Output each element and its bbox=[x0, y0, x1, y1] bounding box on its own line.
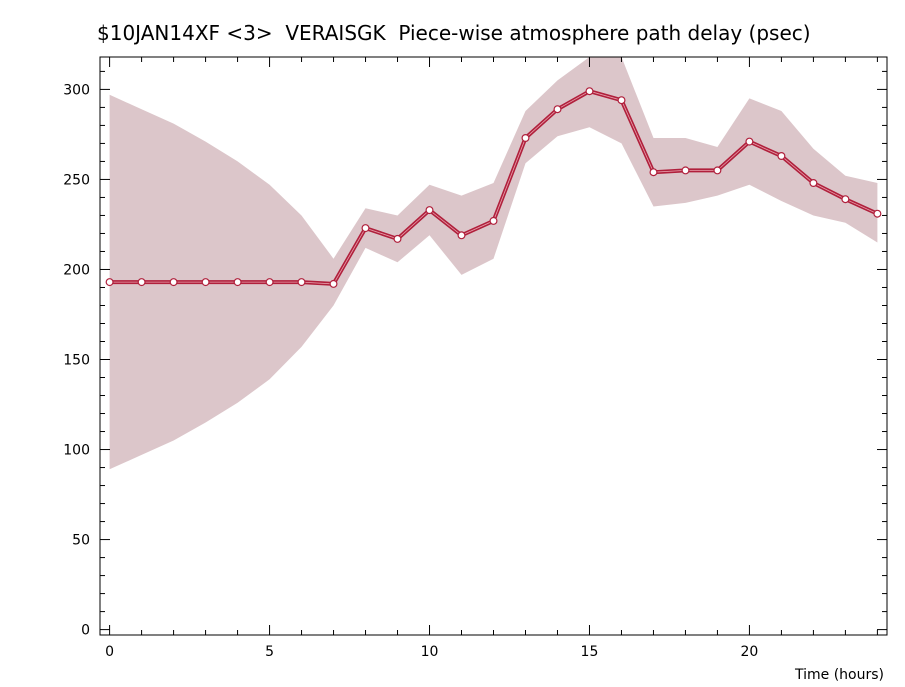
x-tick-label: 20 bbox=[741, 644, 759, 660]
chart-title: $10JAN14XF <3> VERAISGK Piece-wise atmos… bbox=[97, 21, 811, 45]
series-layer bbox=[105, 87, 882, 288]
uncertainty-band bbox=[109, 57, 878, 470]
data-point bbox=[489, 216, 498, 225]
x-axis-label: Time (hours) bbox=[794, 667, 884, 683]
data-point bbox=[841, 195, 850, 204]
data-point bbox=[521, 134, 530, 143]
uncertainty-band-layer bbox=[109, 57, 878, 470]
data-point bbox=[585, 87, 594, 96]
data-point bbox=[649, 168, 658, 177]
data-point bbox=[105, 278, 114, 287]
x-tick-label: 5 bbox=[265, 644, 274, 660]
y-tick-label: 150 bbox=[63, 353, 90, 369]
y-tick-label: 50 bbox=[72, 533, 90, 549]
y-tick-label: 300 bbox=[63, 82, 90, 98]
data-point bbox=[233, 278, 242, 287]
data-point bbox=[265, 278, 274, 287]
data-point bbox=[553, 105, 562, 114]
y-tick-label: 250 bbox=[63, 172, 90, 188]
data-point bbox=[137, 278, 146, 287]
y-tick-label: 200 bbox=[63, 262, 90, 278]
data-point bbox=[393, 234, 402, 243]
data-point bbox=[361, 224, 370, 233]
data-point bbox=[329, 279, 338, 288]
data-point bbox=[425, 206, 434, 215]
y-tick-label: 0 bbox=[81, 623, 90, 639]
data-point bbox=[713, 166, 722, 175]
data-point bbox=[681, 166, 690, 175]
data-point bbox=[201, 278, 210, 287]
data-point bbox=[169, 278, 178, 287]
data-point bbox=[809, 179, 818, 188]
data-point bbox=[745, 137, 754, 146]
x-tick-label: 0 bbox=[105, 644, 114, 660]
data-point bbox=[777, 152, 786, 161]
data-point bbox=[617, 96, 626, 105]
x-tick-label: 15 bbox=[581, 644, 599, 660]
x-tick-label: 10 bbox=[421, 644, 439, 660]
data-point bbox=[457, 231, 466, 240]
data-point bbox=[873, 209, 882, 218]
y-tick-label: 100 bbox=[63, 443, 90, 459]
data-point bbox=[297, 278, 306, 287]
